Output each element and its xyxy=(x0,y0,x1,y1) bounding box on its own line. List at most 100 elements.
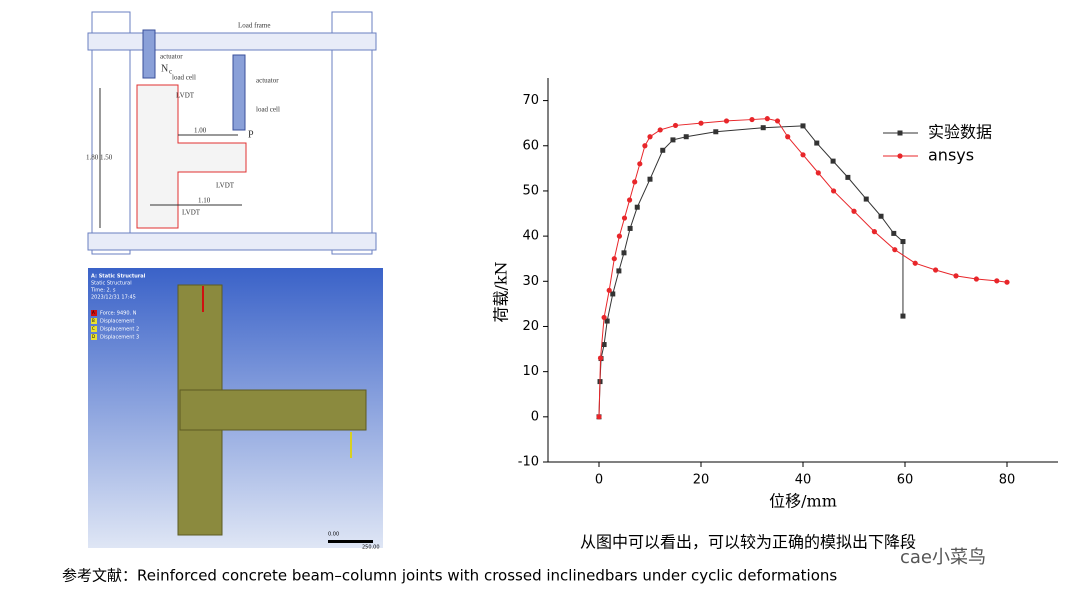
test-setup-diagram: Load frame actuator load cell N c actuat… xyxy=(86,11,377,255)
frame-beam xyxy=(87,32,377,51)
point xyxy=(683,134,689,140)
point xyxy=(616,268,622,274)
label: P xyxy=(248,129,254,140)
point xyxy=(953,273,959,279)
point xyxy=(723,118,730,124)
scale-bar xyxy=(328,540,373,543)
label: 1.80 1.50 xyxy=(86,154,113,162)
specimen xyxy=(136,84,247,229)
point xyxy=(994,278,1000,284)
series-line xyxy=(598,118,1008,417)
frame-column xyxy=(331,11,373,255)
frame-beam xyxy=(87,232,377,251)
x-tick-label: 0 xyxy=(595,473,603,488)
x-axis-label: 位移/mm xyxy=(769,492,837,511)
sim-text: Time: 2. s xyxy=(90,288,116,294)
point xyxy=(627,225,633,231)
point xyxy=(891,230,897,236)
point xyxy=(800,123,806,129)
legend-label: 实验数据 xyxy=(928,123,992,142)
legend-key-box xyxy=(91,326,97,332)
point xyxy=(800,152,806,158)
y-tick-label: 20 xyxy=(522,319,539,334)
point xyxy=(634,204,640,210)
point xyxy=(760,125,766,131)
x-tick-label: 80 xyxy=(999,473,1016,488)
label: 1.00 xyxy=(194,127,207,135)
point xyxy=(774,118,781,124)
point xyxy=(698,120,704,126)
frame-column xyxy=(91,11,131,255)
point xyxy=(647,176,653,182)
sim-text: 2023/12/31 17:45 xyxy=(91,295,136,301)
beam-model xyxy=(179,389,367,431)
legend-key: C xyxy=(92,326,95,331)
x-tick-label: 60 xyxy=(897,473,914,488)
point xyxy=(596,414,602,420)
point xyxy=(660,147,666,153)
point xyxy=(621,215,628,221)
actuator xyxy=(232,54,246,131)
label: LVDT xyxy=(182,209,201,217)
point xyxy=(912,260,918,266)
label: LVDT xyxy=(216,182,235,190)
point xyxy=(601,314,607,321)
point xyxy=(851,208,857,214)
legend-key: A xyxy=(92,310,95,315)
point xyxy=(973,276,980,282)
point xyxy=(637,161,643,167)
point xyxy=(871,229,878,235)
legend-key-box xyxy=(91,334,97,340)
label: LVDT xyxy=(176,92,195,100)
legend-key-box xyxy=(91,318,97,324)
y-tick-label: 60 xyxy=(522,138,539,153)
point xyxy=(815,170,821,176)
y-tick-label: 50 xyxy=(522,183,539,198)
point xyxy=(900,239,906,245)
point xyxy=(749,116,755,123)
legend-label: Displacement 2 xyxy=(100,327,139,333)
y-tick-label: 40 xyxy=(522,229,539,244)
y-tick-label: 0 xyxy=(531,409,539,424)
reference: 参考文献：Reinforced concrete beam–column joi… xyxy=(62,567,837,585)
point xyxy=(863,196,869,202)
point xyxy=(621,250,627,256)
point xyxy=(670,137,676,143)
point xyxy=(611,256,617,262)
point xyxy=(647,134,653,140)
legend-key: D xyxy=(92,334,95,339)
point xyxy=(610,291,616,297)
legend-label: Displacement 3 xyxy=(100,335,139,341)
label: 1.10 xyxy=(198,197,211,205)
x-tick-label: 40 xyxy=(795,473,812,488)
point xyxy=(900,313,906,319)
label: actuator xyxy=(256,77,279,85)
legend-label: Displacement xyxy=(100,319,134,325)
legend-marker xyxy=(897,153,903,159)
point xyxy=(672,122,679,129)
point xyxy=(764,116,770,122)
point xyxy=(601,342,607,348)
point xyxy=(831,188,837,194)
point xyxy=(814,140,820,146)
simulation-screenshot: A: Static Structural Static Structural T… xyxy=(88,268,383,551)
point xyxy=(878,213,884,219)
point xyxy=(713,129,719,135)
y-tick-label: 10 xyxy=(522,364,539,379)
y-axis-label: 荷载/kN xyxy=(492,261,511,322)
caption: 从图中可以看出，可以较为正确的模拟出下降段 xyxy=(580,533,916,552)
watermark: cae小菜鸟 xyxy=(900,547,986,568)
point xyxy=(1004,279,1010,285)
point xyxy=(606,287,612,293)
label: Load frame xyxy=(238,22,270,30)
actuator xyxy=(142,29,156,79)
legend-key-box xyxy=(91,310,97,316)
y-tick-label: 70 xyxy=(522,93,539,108)
point xyxy=(642,143,648,149)
y-tick-label: -10 xyxy=(518,455,539,470)
point xyxy=(785,134,791,140)
point xyxy=(597,355,604,361)
scale-label: 250.00 xyxy=(362,545,380,551)
point xyxy=(657,127,663,133)
